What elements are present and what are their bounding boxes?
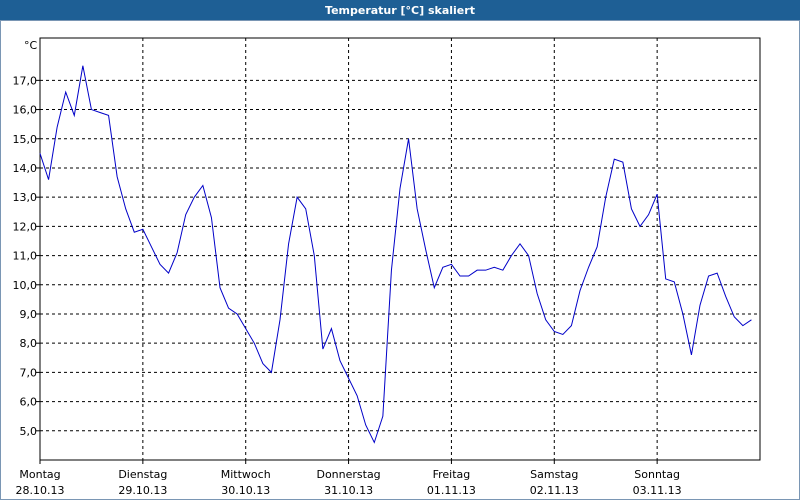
y-tick-label: 10,0 <box>13 279 38 292</box>
y-tick-label: 17,0 <box>13 74 38 87</box>
y-tick-label: 16,0 <box>13 104 38 117</box>
x-tick-date: 30.10.13 <box>221 484 270 497</box>
x-tick-date: 03.11.13 <box>633 484 682 497</box>
y-tick-label: 15,0 <box>13 133 38 146</box>
x-tick-date: 01.11.13 <box>427 484 476 497</box>
y-axis-label: °C <box>24 39 38 52</box>
chart-title: Temperatur [°C] skaliert <box>325 4 475 17</box>
y-tick-label: 5,0 <box>20 425 38 438</box>
x-tick-date: 28.10.13 <box>16 484 65 497</box>
y-tick-label: 11,0 <box>13 250 38 263</box>
x-tick-label: Dienstag <box>118 468 167 481</box>
title-bar <box>0 0 800 20</box>
x-tick-label: Mittwoch <box>221 468 271 481</box>
x-tick-label: Sonntag <box>634 468 680 481</box>
x-tick-label: Freitag <box>433 468 471 481</box>
y-tick-label: 12,0 <box>13 220 38 233</box>
y-tick-label: 7,0 <box>20 366 38 379</box>
x-tick-label: Montag <box>19 468 60 481</box>
plot-area <box>39 37 761 461</box>
x-tick-date: 29.10.13 <box>118 484 167 497</box>
y-tick-label: 8,0 <box>20 337 38 350</box>
y-tick-label: 6,0 <box>20 396 38 409</box>
y-tick-label: 13,0 <box>13 191 38 204</box>
x-tick-date: 31.10.13 <box>324 484 373 497</box>
x-tick-label: Donnerstag <box>316 468 380 481</box>
x-tick-label: Samstag <box>530 468 578 481</box>
y-tick-label: 9,0 <box>20 308 38 321</box>
x-tick-date: 02.11.13 <box>530 484 579 497</box>
y-tick-label: 14,0 <box>13 162 38 175</box>
data-line <box>39 65 752 444</box>
